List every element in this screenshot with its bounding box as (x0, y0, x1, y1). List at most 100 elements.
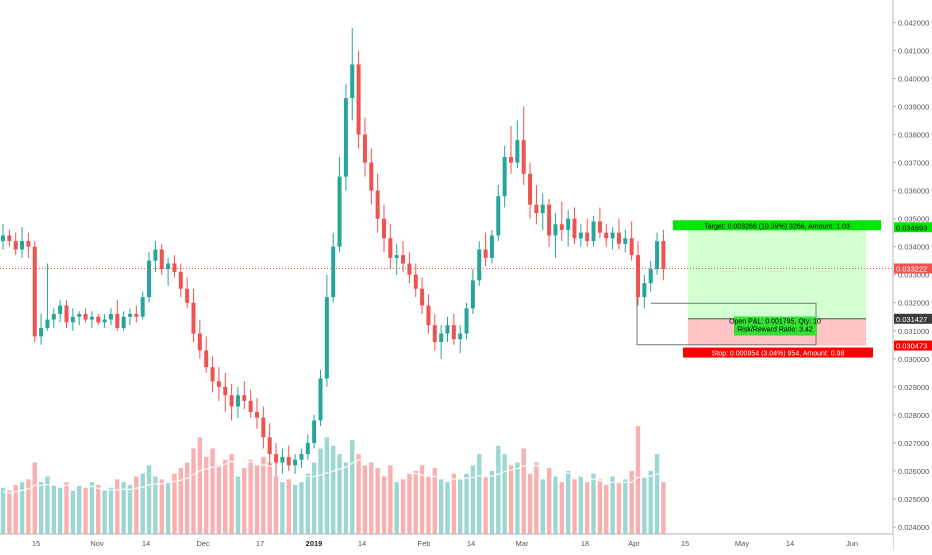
candle-body (642, 283, 647, 298)
long-position-tool[interactable] (636, 227, 866, 346)
candle-body (578, 232, 583, 239)
time-axis-bg (0, 534, 893, 550)
price-axis[interactable]: 0.042000 0.041000 0.040000 0.039000 0.038000… (892, 0, 932, 550)
volume-bar (623, 479, 628, 534)
candle-body (280, 456, 285, 463)
volume-bar (483, 476, 488, 534)
candle-body (172, 263, 177, 272)
volume-bar (0, 487, 6, 534)
current-price-badge-bg (894, 263, 932, 274)
time-tick-label: 17 (256, 539, 264, 548)
volume-bar (502, 454, 507, 534)
volume-bar (197, 437, 203, 534)
candle-body (286, 456, 291, 466)
candle-body (166, 263, 171, 270)
volume-bar (629, 470, 634, 534)
volume-bar (299, 482, 304, 534)
candle-body (197, 333, 202, 351)
volume-bar (267, 462, 272, 534)
target-label: Target: 0.003266 (10.39%) 3266, Amount: … (704, 223, 850, 230)
candle-body (153, 249, 158, 261)
candle-body (483, 249, 488, 258)
price-tick-label: 0.033000 (898, 271, 929, 280)
volume-bar (331, 445, 336, 534)
candle-body (585, 232, 590, 242)
volume-bar (604, 484, 609, 534)
volume-bar (432, 468, 437, 534)
candle-body (235, 395, 240, 407)
volume-bar (394, 482, 399, 534)
volume-bar (419, 465, 425, 534)
volume-bar (477, 454, 482, 534)
volume-ma-line (2, 456, 664, 494)
volume-bar (45, 476, 50, 534)
candle-body (515, 140, 520, 163)
volume-bar (140, 473, 145, 534)
candle-body (255, 412, 259, 418)
volume-bar (381, 476, 387, 534)
volume-bar (515, 462, 520, 534)
volume-bar (134, 476, 139, 534)
volume-bar (356, 454, 361, 534)
candle-body (350, 64, 355, 99)
volume-bar (458, 479, 463, 534)
volume-bar (305, 473, 310, 534)
volume-bar (451, 473, 457, 534)
candle-body (420, 288, 425, 306)
volume-bar (57, 487, 63, 534)
candle-body (451, 325, 456, 340)
volume-bar (496, 445, 501, 534)
target-zone[interactable] (688, 227, 866, 319)
volume-bar (153, 476, 158, 534)
volume-bar (407, 473, 412, 534)
volume-bar (324, 437, 330, 534)
candle-body (356, 64, 361, 135)
volume-bar (273, 476, 279, 534)
candle-body (610, 232, 615, 239)
candle-body (458, 333, 463, 340)
pnl-label-bg (734, 316, 817, 336)
volume-bar (553, 476, 558, 534)
candle-body (229, 395, 234, 407)
candle-body (248, 400, 253, 413)
candle-body (445, 325, 450, 334)
candle-body (89, 316, 94, 320)
time-axis[interactable]: 15 Nov 14 Dec 17 2019 14 Feb 14 Mar 18 Apr 15 May 14 Ju… (0, 533, 893, 550)
time-tick-label: 14 (142, 539, 150, 548)
volume-bar (591, 473, 596, 534)
price-tick-label: 0.042000 (898, 18, 929, 27)
price-axis-bg (893, 0, 932, 550)
candle-body (204, 350, 209, 368)
candle-body (134, 313, 139, 317)
volume-bar (83, 487, 88, 534)
volume-bar (178, 468, 183, 534)
candle-body (242, 395, 247, 401)
price-tick-label: 0.035000 (898, 215, 929, 224)
volume-bar (19, 482, 25, 534)
volume-moving-average (2, 456, 664, 494)
candle-body (401, 255, 406, 264)
candle-body (337, 176, 342, 247)
time-tick-label: Apr (628, 539, 640, 548)
volume-bar (337, 454, 342, 534)
time-tick-label: Jun (846, 539, 858, 548)
volume-bar (38, 482, 44, 534)
time-tick-label: 15 (32, 539, 40, 548)
candle-body (305, 442, 310, 455)
price-tick-label: 0.025000 (898, 495, 929, 504)
candle-body (1, 235, 5, 242)
candle-body (108, 313, 113, 320)
volume-bar (369, 462, 374, 534)
candle-body (388, 238, 393, 258)
candle-body (616, 232, 621, 244)
stop-price-badge: 0.030473 (896, 342, 927, 351)
price-tick-label: 0.041000 (898, 46, 929, 55)
price-tick-label: 0.031000 (898, 327, 929, 336)
candle-body (70, 316, 75, 323)
candle-body (362, 134, 367, 163)
volume-bar (464, 473, 469, 534)
candle-body (591, 221, 596, 242)
candle-body (534, 204, 539, 214)
